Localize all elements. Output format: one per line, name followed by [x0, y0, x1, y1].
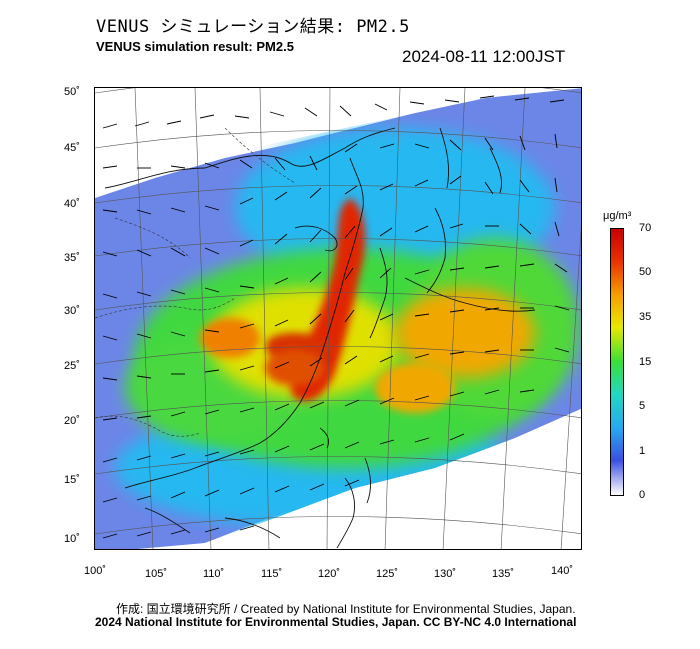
- wind-vectors: [102, 95, 570, 539]
- colorbar-tick-5: 5: [639, 400, 646, 412]
- credit-line-2: 2024 National Institute for Environmenta…: [95, 615, 577, 629]
- colorbar-tick-0: 0: [639, 489, 646, 501]
- colorbar-tick-50: 50: [639, 266, 652, 278]
- colorbar-tick-1: 1: [639, 445, 646, 457]
- coastlines: [104, 127, 536, 549]
- lon-label-125: 125˚: [376, 568, 399, 580]
- lat-label-25: 25˚: [64, 360, 80, 372]
- colorbar: [610, 228, 624, 496]
- lon-label-115: 115˚: [261, 568, 283, 580]
- field-orange-southeast: [375, 363, 455, 413]
- colorbar-tick-70: 70: [639, 222, 652, 234]
- field-orange-west: [200, 318, 260, 358]
- credit-line-1: 作成: 国立環境研究所 / Created by National Instit…: [116, 602, 576, 616]
- colorbar-unit: μg/m³: [603, 210, 632, 222]
- lat-label-45: 45˚: [64, 142, 80, 154]
- lon-label-105: 105˚: [145, 568, 168, 580]
- timestamp: 2024-08-11 12:00JST: [402, 47, 566, 66]
- lat-label-40: 40˚: [64, 198, 80, 210]
- lon-label-135: 135˚: [492, 568, 515, 580]
- lat-label-10: 10˚: [64, 533, 80, 545]
- lon-label-130: 130˚: [434, 568, 457, 580]
- colorbar-tick-15: 15: [639, 356, 652, 368]
- lat-label-50: 50˚: [64, 86, 80, 98]
- lon-label-140: 140˚: [551, 565, 574, 577]
- lat-label-15: 15˚: [64, 474, 80, 486]
- lon-label-120: 120˚: [318, 568, 341, 580]
- field-red-spot: [265, 350, 325, 386]
- title-english: VENUS simulation result: PM2.5: [96, 39, 294, 54]
- lat-label-35: 35˚: [64, 252, 80, 264]
- concentration-field: [95, 88, 581, 549]
- title-japanese: VENUS シミュレーション結果: PM2.5: [96, 17, 410, 37]
- graticule: [95, 88, 581, 549]
- pm25-map-canvas: [95, 88, 581, 549]
- lon-label-110: 110˚: [203, 568, 225, 580]
- lat-label-20: 20˚: [64, 415, 80, 427]
- lon-label-100: 100˚: [84, 565, 107, 577]
- pm25-map: [94, 87, 582, 550]
- colorbar-tick-35: 35: [639, 311, 652, 323]
- country-borders: [95, 127, 296, 437]
- lat-label-30: 30˚: [64, 305, 80, 317]
